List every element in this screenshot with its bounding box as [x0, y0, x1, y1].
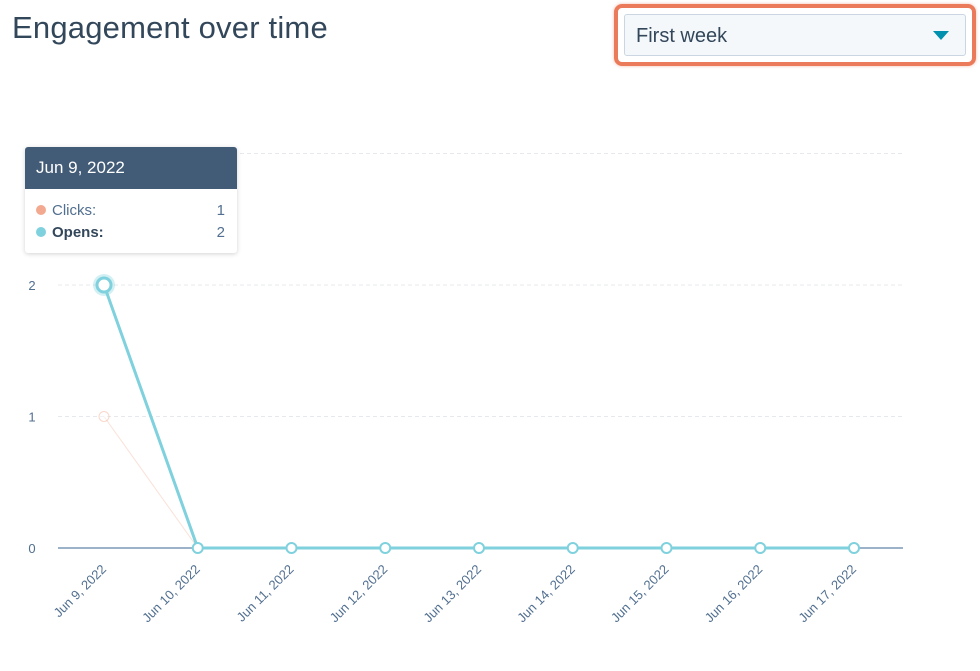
dropdown-selected-value: First week [636, 25, 728, 47]
y-tick-label: 1 [28, 410, 35, 425]
x-tick-label: Jun 13, 2022 [420, 562, 484, 626]
x-tick-label: Jun 15, 2022 [608, 562, 672, 626]
data-point-opens [566, 542, 579, 554]
tooltip-date: Jun 9, 2022 [25, 147, 237, 189]
chart-title: Engagement over time [12, 10, 328, 45]
x-tick-label: Jun 10, 2022 [139, 562, 203, 626]
dropdown-highlight [614, 4, 976, 66]
x-tick-label: Jun 11, 2022 [234, 562, 297, 625]
clicks-legend-dot [36, 205, 46, 215]
opens-legend-dot [36, 227, 46, 237]
x-tick-label: Jun 16, 2022 [702, 562, 766, 626]
data-point-opens [473, 542, 485, 554]
data-point-opens [95, 276, 113, 294]
x-tick-label: Jun 17, 2022 [795, 562, 859, 626]
series-line-clicks [103, 416, 854, 549]
x-tick-label: Jun 9, 2022 [50, 562, 109, 621]
data-point-opens [285, 542, 298, 554]
data-point-clicks [98, 411, 110, 422]
x-tick-label: Jun 12, 2022 [327, 562, 391, 626]
tooltip-row-clicks: Clicks: 1 [36, 202, 225, 219]
tooltip-opens-value: 2 [216, 224, 225, 241]
tooltip-clicks-value: 1 [216, 202, 225, 219]
tooltip-opens-label: Opens: [52, 224, 104, 241]
tooltip-row-opens: Opens: 2 [36, 224, 225, 241]
chevron-down-icon[interactable] [933, 31, 949, 40]
chart-tooltip: Jun 9, 2022 Clicks: 1 Opens: 2 [25, 147, 237, 253]
y-tick-label: 2 [28, 278, 35, 293]
tooltip-clicks-label: Clicks: [52, 202, 97, 219]
data-point-opens [191, 542, 204, 554]
data-point-opens [848, 542, 860, 554]
data-point-opens [754, 542, 767, 554]
time-range-dropdown[interactable]: First week [624, 14, 966, 56]
data-point-opens [379, 542, 392, 554]
data-point-opens [660, 542, 673, 554]
y-tick-label: 0 [28, 541, 35, 556]
x-tick-label: Jun 14, 2022 [514, 562, 578, 626]
